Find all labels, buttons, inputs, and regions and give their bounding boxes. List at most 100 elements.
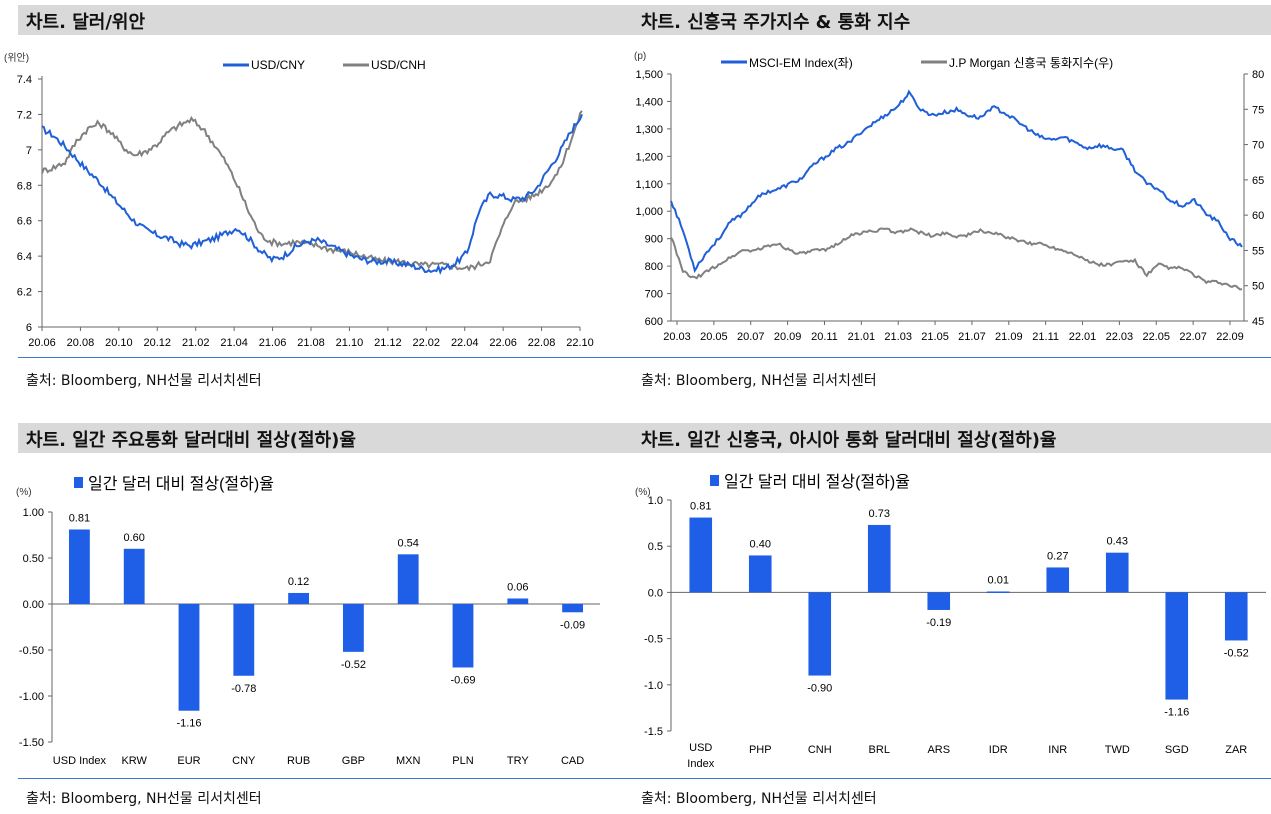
x-category-label: CNH: [808, 744, 832, 756]
y2-tick-label: 80: [1252, 69, 1264, 81]
data-label: -1.16: [1164, 707, 1189, 719]
divider-rule: [18, 357, 633, 358]
y2-tick-label: 45: [1252, 316, 1264, 328]
panel-header: 차트. 신흥국 주가지수 & 통화 지수: [633, 5, 1271, 35]
data-label: 0.40: [750, 538, 771, 550]
bar-mxn: [397, 554, 419, 604]
bar-sgd: [1165, 592, 1189, 700]
panel-title: 차트. 일간 주요통화 달러대비 절상(절하)율: [26, 430, 356, 451]
y-tick-label: 6.6: [17, 216, 32, 228]
x-tick-label: 20.08: [67, 337, 95, 349]
panel-em-asia-fx: 차트. 일간 신흥국, 아시아 통화 달러대비 절상(절하)율 (%) -1.5 -…: [633, 423, 1271, 813]
chart-usd-cny: (위안) 6 6.2 6.4 6.6 6.8 7 7.2 7.4 20.06 20.08 20.10 2…: [4, 39, 633, 359]
x-category-label: Index: [687, 758, 714, 770]
y-tick-label: 1.0: [648, 495, 663, 507]
x-tick-label: 21.12: [374, 337, 402, 349]
y-tick-label: 0.50: [23, 553, 44, 565]
bar-inr: [1046, 567, 1070, 593]
bar-cny: [233, 604, 255, 676]
data-label: -0.52: [341, 659, 366, 671]
chart-em-index: (p) 600 700 800 900 1,000 1,100 1,200 1,300 1,400…: [633, 39, 1271, 359]
x-tick-label: 22.07: [1179, 331, 1207, 343]
series-line-jpm-currency: [670, 227, 1243, 291]
legend-swatch: [710, 475, 719, 486]
bar-ars: [927, 592, 951, 610]
panel-title: 차트. 일간 신흥국, 아시아 통화 달러대비 절상(절하)율: [641, 430, 1057, 451]
panel-header: 차트. 일간 신흥국, 아시아 통화 달러대비 절상(절하)율: [633, 423, 1271, 453]
y-tick-label: -0.5: [644, 634, 663, 646]
source-note: 출처: Bloomberg, NH선물 리서치센터: [26, 373, 262, 389]
legend-swatch: [74, 477, 83, 488]
x-tick-label: 20.12: [144, 337, 172, 349]
x-tick-label: 22.08: [528, 337, 556, 349]
x-category-label: MXN: [396, 755, 421, 767]
panel-header: 차트. 달러/위안: [18, 5, 633, 35]
legend-label: USD/CNH: [371, 58, 426, 72]
data-label: -0.90: [807, 683, 832, 695]
y-tick-label: 1,300: [635, 124, 663, 136]
x-tick-label: 21.05: [921, 331, 949, 343]
x-tick-label: 22.09: [1216, 331, 1244, 343]
x-tick-label: 20.10: [105, 337, 133, 349]
x-tick-label: 21.03: [884, 331, 912, 343]
x-tick-label: 20.11: [811, 331, 838, 343]
chart-major-fx: (%) -1.50 -1.00 -0.50 0.00 0.50 1.00 0.81 USD In…: [16, 457, 633, 777]
x-category-label: PLN: [452, 755, 473, 767]
panel-major-fx: 차트. 일간 주요통화 달러대비 절상(절하)율 (%) -1.50 -1.00 -0…: [16, 423, 633, 813]
legend-label: 일간 달러 대비 절상(절하)율: [88, 475, 274, 493]
x-tick-label: 21.08: [297, 337, 325, 349]
bar-cnh: [808, 592, 832, 676]
y-unit-label: (%): [16, 487, 32, 498]
y-tick-label: -1.50: [19, 737, 44, 749]
x-tick-label: 21.09: [995, 331, 1023, 343]
y-tick-label: 0.5: [648, 541, 663, 553]
bar-gbp: [342, 604, 364, 652]
chart-em-asia-fx: (%) -1.5 -1.0 -0.5 0.0 0.5 1.0 0.81 USD Index 0.40…: [633, 457, 1271, 777]
x-tick-label: 21.06: [259, 337, 287, 349]
x-tick-label: 21.10: [336, 337, 364, 349]
panel-usd-cny: 차트. 달러/위안 (위안) 6 6.2 6.4 6.6 6.8 7 7.2 7.4 20.06 2…: [4, 5, 633, 395]
divider-rule: [18, 778, 633, 779]
y2-tick-label: 60: [1252, 210, 1264, 222]
x-category-label: ZAR: [1225, 744, 1247, 756]
x-category-label: IDR: [989, 744, 1008, 756]
source-note: 출처: Bloomberg, NH선물 리서치센터: [26, 791, 262, 807]
x-category-label: ARS: [927, 744, 950, 756]
y-tick-label: 7.4: [17, 74, 32, 86]
x-category-label: RUB: [287, 755, 310, 767]
divider-rule: [633, 357, 1271, 358]
x-category-label: GBP: [342, 755, 365, 767]
y-tick-label: 7.2: [17, 109, 32, 121]
bar-pln: [452, 604, 474, 668]
y-tick-label: 1,500: [635, 69, 663, 81]
y-unit-label: (%): [635, 487, 651, 498]
x-category-label: PHP: [749, 744, 772, 756]
y2-tick-label: 70: [1252, 140, 1264, 152]
data-label: 0.43: [1107, 536, 1128, 548]
y-tick-label: 1,000: [635, 206, 663, 218]
y-tick-label: 7: [26, 145, 32, 157]
data-label: 0.01: [988, 574, 1009, 586]
source-note: 출처: Bloomberg, NH선물 리서치센터: [641, 373, 877, 389]
bar-usd-index: [689, 517, 713, 593]
data-label: -0.69: [450, 674, 475, 686]
x-tick-label: 20.05: [700, 331, 728, 343]
legend-label: J.P Morgan 신흥국 통화지수(우): [949, 56, 1113, 70]
series-line-usd-cny: [41, 114, 583, 276]
x-tick-label: 22.03: [1106, 331, 1134, 343]
legend-label: MSCI-EM Index(좌): [749, 56, 853, 70]
x-tick-label: 22.05: [1143, 331, 1171, 343]
data-label: -0.52: [1224, 647, 1249, 659]
data-label: 0.54: [397, 537, 418, 549]
y-tick-label: 900: [645, 234, 663, 246]
x-tick-label: 22.01: [1069, 331, 1097, 343]
y-tick-label: 1,400: [635, 96, 663, 108]
x-category-label: CAD: [561, 755, 584, 767]
bar-zar: [1224, 592, 1248, 641]
data-label: 0.60: [123, 532, 144, 544]
x-tick-label: 22.04: [451, 337, 479, 349]
x-tick-label: 21.01: [848, 331, 876, 343]
legend-label: USD/CNY: [251, 58, 305, 72]
bar-rub: [288, 592, 310, 604]
y-tick-label: 1.00: [23, 507, 44, 519]
